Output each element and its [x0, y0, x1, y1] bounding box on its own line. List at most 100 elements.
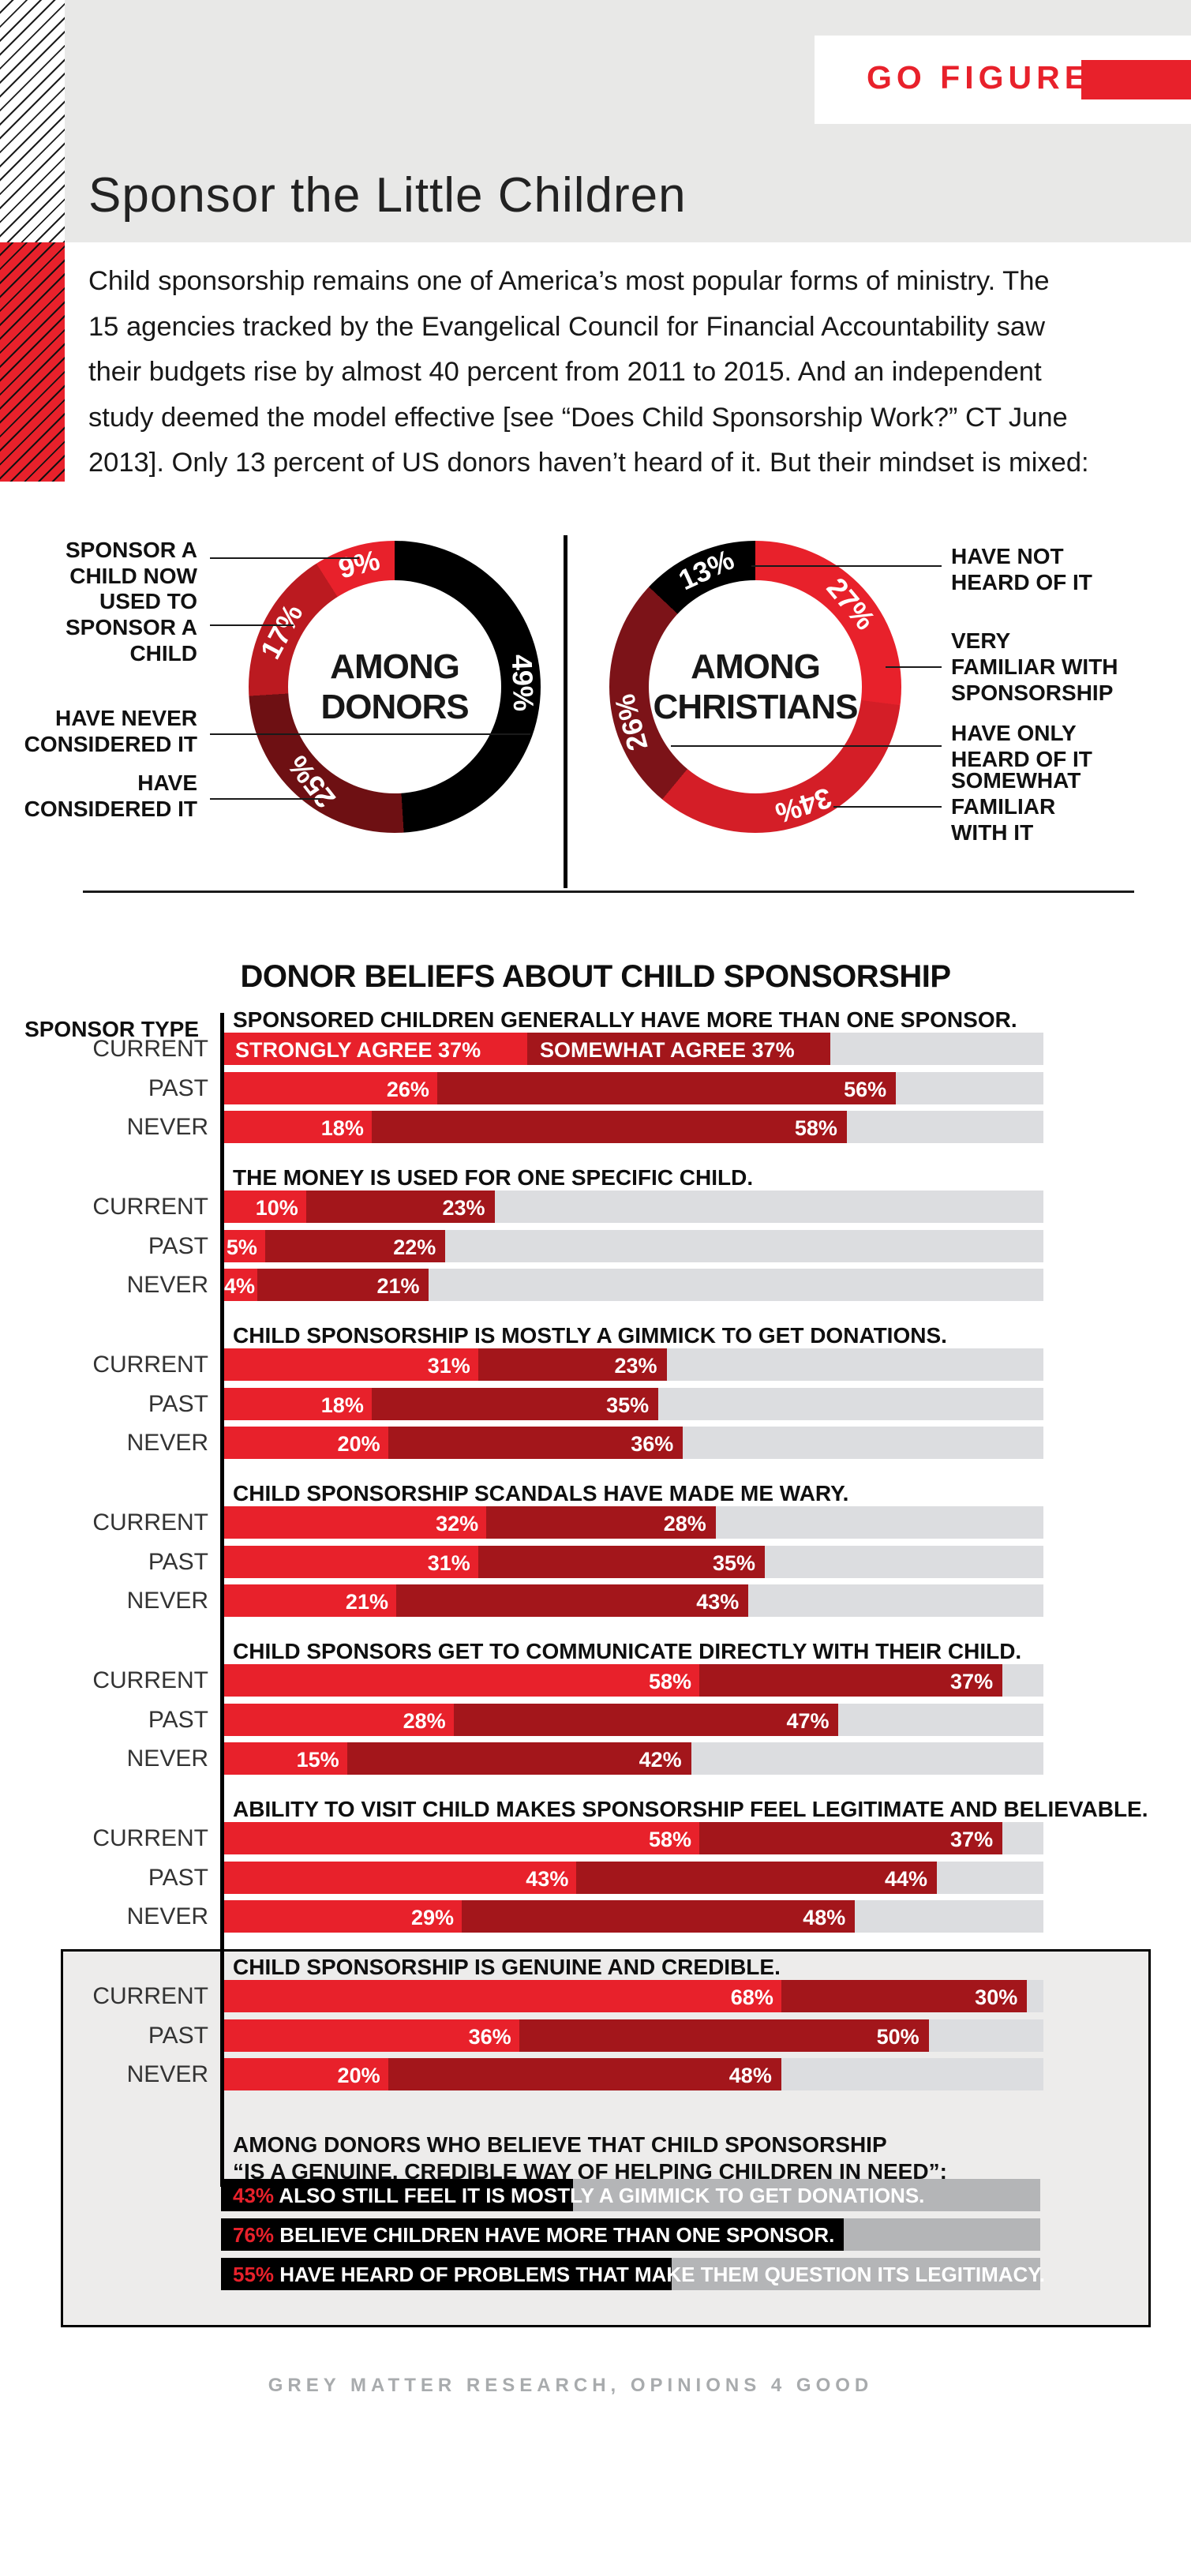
row-label-never: NEVER [126, 1745, 208, 1772]
bar-segment-strongly-agree [224, 1269, 257, 1301]
bar-segment-strongly-agree [224, 1111, 372, 1143]
summary-bar-track: 43% ALSO STILL FEEL IT IS MOSTLY A GIMMI… [221, 2179, 1040, 2211]
segment-value-label: 10% [255, 1196, 298, 1220]
donut-callout-label: USED TO SPONSOR A CHILD [0, 588, 197, 666]
callout-line: VERY [951, 628, 1011, 653]
bar-segment-somewhat-agree [781, 1980, 1028, 2012]
row-label-never: NEVER [126, 1114, 208, 1140]
bar-track [224, 1269, 1043, 1301]
donut-hole: AMONG CHRISTIANS [649, 580, 862, 793]
callout-line: FAMILIAR [951, 794, 1056, 819]
bar-segment-somewhat-agree [371, 1111, 847, 1143]
summary-pct: 55% [233, 2263, 280, 2286]
bar-track [224, 1071, 1043, 1104]
segment-value-label: 21% [345, 1590, 388, 1614]
bar-track [224, 1545, 1043, 1578]
summary-pct: 43% [233, 2184, 279, 2207]
question-statement: SPONSORED CHILDREN GENERALLY HAVE MORE T… [233, 1007, 1017, 1032]
bar-track [224, 2019, 1043, 2052]
bar-segment-strongly-agree [224, 1742, 347, 1775]
callout-line: SPONSORSHIP [951, 681, 1114, 705]
row-label-past: PAST [148, 1074, 208, 1101]
segment-value-label: 32% [436, 1512, 479, 1535]
segment-value-label: 44% [885, 1866, 928, 1891]
go-figure-label: GO FIGURE [867, 59, 1092, 96]
intro-line: their budgets rise by almost 40 percent … [88, 357, 1042, 387]
callout-line: CHILD [129, 641, 197, 666]
segment-value-label: 29% [410, 1906, 455, 1929]
bar-track [224, 1111, 1043, 1143]
bar-segment-somewhat-agree [388, 1427, 684, 1459]
question-statement: CHILD SPONSORSHIP IS MOSTLY A GIMMICK TO… [233, 1323, 947, 1348]
segment-value-label: 48% [803, 1906, 846, 1929]
donut-value-label: 49% [505, 654, 541, 712]
segment-value-label: 31% [427, 1354, 470, 1378]
row-label-current: CURRENT [92, 1194, 208, 1220]
bar-segment-somewhat-agree [436, 1071, 897, 1104]
red-rectangle-accent [1081, 60, 1191, 99]
sponsor-type-axis-label: SPONSOR TYPE [24, 1017, 199, 1041]
callout-line: HEARD OF IT [951, 570, 1092, 594]
segment-value-label: 56% [844, 1077, 887, 1101]
question-statement: THE MONEY IS USED FOR ONE SPECIFIC CHILD… [233, 1165, 754, 1190]
callout-line: WITH IT [951, 820, 1034, 845]
callout-line: CONSIDERED IT [24, 732, 197, 756]
bar-segment-somewhat-agree [527, 1033, 831, 1065]
bar-track [224, 1506, 1043, 1539]
hatch-stripes-red [0, 242, 65, 482]
summary-bar-text: 76% BELIEVE CHILDREN HAVE MORE THAN ONE … [233, 2223, 835, 2247]
callout-line: USED TO [99, 589, 197, 613]
donut-callout-label: SOMEWHAT FAMILIAR WITH IT [951, 767, 1188, 846]
callout-line: HAVE ONLY [951, 721, 1077, 745]
segment-value-label: 36% [468, 2024, 511, 2049]
callout-line: SOMEWHAT [951, 768, 1081, 793]
donut-callout-label: HAVE NOT HEARD OF IT [951, 543, 1188, 595]
bar-segment-strongly-agree [224, 1348, 478, 1381]
segment-value-label: 15% [296, 1748, 339, 1772]
segment-value-label: 20% [337, 2064, 380, 2087]
bar-track [224, 1584, 1043, 1617]
callout-line: HAVE NOT [951, 544, 1064, 568]
row-label-current: CURRENT [92, 1825, 208, 1851]
bar-segment-somewhat-agree [346, 1742, 691, 1775]
segment-value-label: 58% [648, 1828, 692, 1851]
callout-leader-line [210, 557, 359, 559]
question-statement: CHILD SPONSORS GET TO COMMUNICATE DIRECT… [233, 1639, 1022, 1663]
bar-track [224, 2058, 1043, 2090]
row-label-current: CURRENT [92, 1983, 208, 2009]
donut-hole: AMONG DONORS [288, 580, 501, 793]
row-label-never: NEVER [126, 1903, 208, 1929]
intro-paragraph: Child sponsorship remains one of America… [88, 259, 1107, 486]
row-label-never: NEVER [126, 1588, 208, 1614]
segment-value-label: 31% [427, 1550, 470, 1575]
callout-leader-line [210, 798, 320, 800]
callout-leader-line [751, 565, 942, 567]
bar-segment-strongly-agree [224, 1427, 388, 1459]
segment-value-label: 35% [606, 1393, 650, 1417]
segment-value-label: 48% [728, 2064, 772, 2087]
segment-value-label: SOMEWHAT AGREE 37% [540, 1038, 795, 1062]
summary-bar-fill [221, 2258, 672, 2290]
segment-value-label: 4% [224, 1274, 256, 1298]
callout-line: HAVE NEVER [55, 706, 197, 730]
bar-segment-somewhat-agree [478, 1545, 766, 1578]
bar-segment-somewhat-agree [519, 2019, 929, 2052]
row-label-never: NEVER [126, 1430, 208, 1456]
row-label-past: PAST [148, 1232, 208, 1259]
row-label-never: NEVER [126, 2061, 208, 2087]
beliefs-chart-title: DONOR BELIEFS ABOUT CHILD SPONSORSHIP [240, 959, 951, 994]
intro-line: 15 agencies tracked by the Evangelical C… [88, 311, 1045, 342]
segment-value-label: 35% [713, 1550, 756, 1575]
source-credit: GREY MATTER RESEARCH, OPINIONS 4 GOOD [268, 2375, 874, 2396]
donut-center-title: AMONG CHRISTIANS [654, 647, 859, 727]
segment-value-label: 5% [226, 1235, 257, 1259]
bar-track [224, 1703, 1043, 1736]
bar-segment-strongly-agree [224, 1861, 577, 1894]
bar-segment-strongly-agree [224, 1545, 478, 1578]
bar-segment-somewhat-agree [264, 1229, 446, 1262]
segment-value-label: 28% [663, 1512, 706, 1535]
bar-segment-somewhat-agree [699, 1664, 1003, 1697]
page-title: Sponsor the Little Children [88, 168, 687, 223]
bar-segment-somewhat-agree [388, 2058, 781, 2090]
segment-value-label: 22% [393, 1235, 436, 1259]
